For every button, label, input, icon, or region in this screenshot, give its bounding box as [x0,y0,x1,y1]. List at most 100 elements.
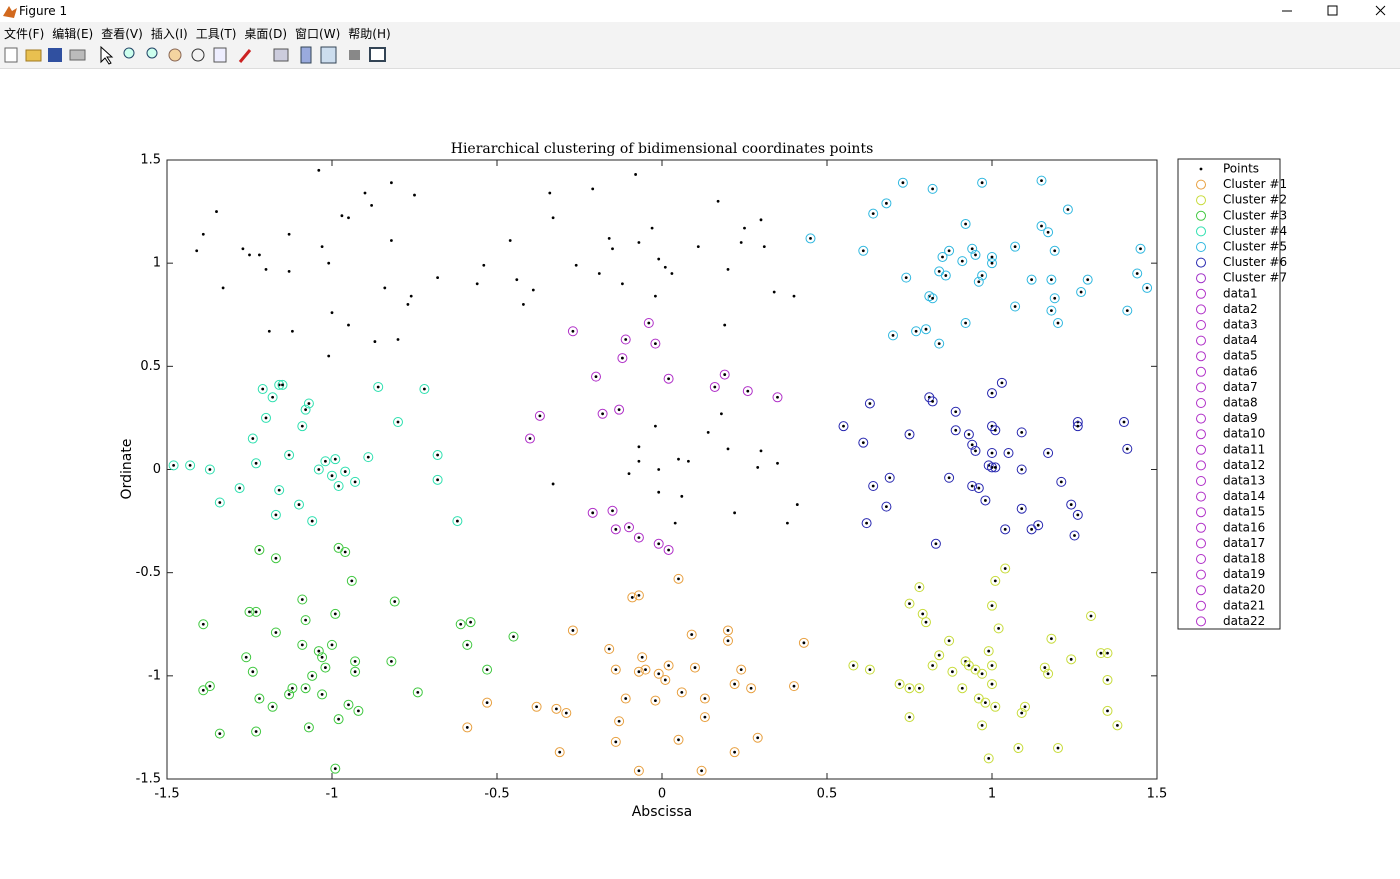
marker-ring [1010,301,1021,312]
marker-dot [300,598,304,601]
marker-ring [333,714,344,725]
marker-dot [901,181,905,185]
menu-item[interactable]: 查看(V) [101,27,143,41]
marker-ring [267,701,278,712]
marker-ring [633,765,644,776]
cluster-point [723,635,733,646]
marker-dot [366,455,370,459]
legend-label: data21 [1223,598,1265,612]
marker-ring [699,712,710,723]
marker-ring [432,450,443,461]
point [726,267,730,271]
marker-ring [340,466,351,477]
marker-dot [974,668,977,672]
point [287,232,291,236]
marker-dot [898,682,901,686]
marker-dot [749,686,753,690]
marker-ring [904,598,915,609]
menu-item[interactable]: 桌面(D) [244,27,288,41]
marker-ring [970,249,981,260]
cluster-point [1046,633,1057,644]
marker-dot [885,505,888,509]
marker-dot [960,259,964,263]
marker-dot [564,711,568,715]
marker-dot [947,476,951,480]
cluster-point [604,644,615,655]
y-axis-label: Ordinate [119,439,135,500]
marker-ring [561,707,572,718]
point [670,272,674,275]
cluster-point [1135,243,1146,254]
marker-dot [980,274,984,277]
marker-dot [637,769,641,773]
toolbar-icons[interactable] [0,42,400,68]
menu-item[interactable]: 工具(T) [195,27,237,41]
menu-item[interactable]: 编辑(E) [52,27,94,41]
marker-dot [317,468,321,471]
cluster-point [1043,447,1054,458]
marker-dot [990,604,994,608]
marker-ring [482,697,493,708]
marker-ring [901,272,912,283]
marker-ring [990,575,1001,586]
marker-dot [904,276,908,280]
cluster-point [746,683,757,694]
marker-dot [1106,651,1109,655]
marker-dot [776,395,779,399]
marker-dot [218,501,222,504]
window-controls[interactable] [1270,0,1400,22]
cluster-point [617,353,628,364]
cluster-point [934,650,945,661]
menu-item[interactable]: 文件(F) [4,27,45,41]
cluster-point [633,590,644,601]
marker-dot [908,715,911,719]
cluster-point [1036,175,1047,186]
cluster-point [241,652,252,663]
marker-ring [307,670,318,681]
cluster-point [940,270,951,281]
legend-marker [1196,320,1206,330]
cluster-point [591,371,601,382]
marker-ring [353,705,364,716]
marker-dot [954,410,958,414]
marker-dot [980,723,984,727]
point [551,482,555,486]
marker-ring [947,666,958,677]
legend-label: data20 [1223,583,1265,597]
marker-dot [281,383,284,387]
cluster-point [637,652,648,663]
marker-dot [1013,305,1017,308]
cluster-point [350,666,361,677]
marker-ring [284,689,295,700]
marker-dot [614,740,618,744]
menu-item[interactable]: 帮助(H) [348,27,391,41]
cluster-point [904,429,915,440]
marker-dot [865,521,868,525]
marker-ring [1016,503,1027,514]
menu-item[interactable]: 窗口(W) [295,27,341,41]
cluster-point [1053,743,1063,754]
marker-ring [746,683,757,694]
marker-ring [881,501,892,512]
point [340,214,344,218]
cluster-point [534,410,545,421]
marker-dot [1050,637,1053,641]
marker-ring [729,679,740,690]
cluster-point [300,683,311,694]
marker-ring [313,464,324,475]
marker-ring [663,660,674,671]
marker-dot [436,453,439,457]
cluster-point [465,617,476,628]
marker-dot [977,697,981,700]
cluster-point [944,472,955,483]
marker-dot [937,270,941,273]
marker-dot [931,664,934,667]
marker-dot [908,433,911,436]
menu-item[interactable]: 插入(I) [150,27,188,41]
point [756,466,760,469]
marker-dot [947,639,951,643]
marker-ring [633,532,644,543]
marker-ring [214,728,225,739]
cluster-point [610,736,621,747]
marker-ring [944,472,955,483]
